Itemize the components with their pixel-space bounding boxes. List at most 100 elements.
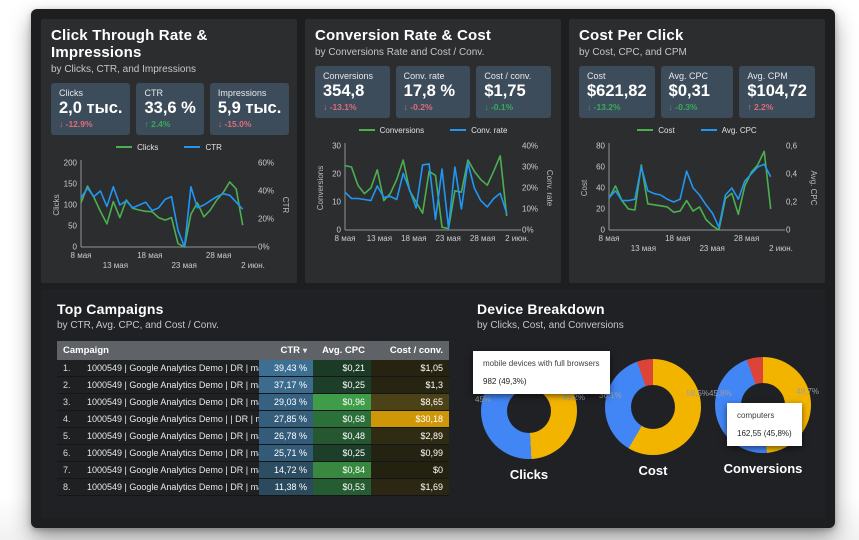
legend-swatch — [358, 129, 375, 131]
svg-text:50: 50 — [68, 222, 77, 231]
legend-swatch — [116, 146, 133, 148]
avg-cpc-value: $0,25 — [313, 444, 371, 462]
svg-text:CTR: CTR — [281, 197, 289, 214]
scorecard-delta: ↓ -0.3% — [669, 102, 726, 112]
scorecard-avg-cpm: Avg. CPM $104,72 ↑ 2.2% — [739, 66, 815, 118]
row-index: 1. — [57, 360, 81, 377]
section-top-campaigns: Top Campaigns by CTR, Avg. CPC, and Cost… — [41, 289, 465, 518]
tooltip-value: 162,55 (45,8%) — [737, 429, 792, 438]
avg-cpc-value: $0,53 — [313, 478, 371, 496]
svg-text:0: 0 — [601, 226, 606, 235]
ctr-value: 11,38 % — [259, 478, 313, 496]
svg-text:Cost: Cost — [580, 179, 589, 196]
scorecard-delta: ↓ -12.9% — [59, 119, 122, 129]
table-row[interactable]: 8. 1000549 | Google Analytics Demo | DR |… — [57, 478, 449, 496]
avg-cpc-value: $0,25 — [313, 376, 371, 394]
delta-value: -0.2% — [410, 102, 433, 112]
donut-hole — [631, 385, 675, 429]
trend-arrow-icon: ↑ — [144, 119, 149, 129]
scorecard-label: Impressions — [217, 88, 267, 98]
scorecard-value: 2,0 тыс. — [59, 99, 123, 117]
table-row[interactable]: 6. 1000549 | Google Analytics Demo | DR |… — [57, 444, 449, 462]
row-index: 3. — [57, 393, 81, 411]
legend-item-conv-rate: Conv. rate — [450, 126, 507, 135]
table-row[interactable]: 5. 1000549 | Google Analytics Demo | DR |… — [57, 427, 449, 445]
svg-text:150: 150 — [64, 180, 78, 189]
scorecard-delta: ↓ -0.1% — [484, 102, 543, 112]
row-index: 4. — [57, 410, 81, 428]
legend-swatch — [450, 129, 467, 131]
avg-cpc-value: $0,96 — [313, 393, 371, 411]
scorecard-delta: ↓ -13.1% — [323, 102, 382, 112]
legend-item-clicks: Clicks — [116, 143, 158, 152]
tooltip-label: mobile devices with full browsers — [483, 359, 600, 368]
svg-text:0,4: 0,4 — [786, 170, 798, 179]
delta-value: -15.0% — [224, 119, 252, 129]
table-row[interactable]: 7. 1000549 | Google Analytics Demo | DR |… — [57, 461, 449, 479]
svg-text:8 мая: 8 мая — [599, 234, 620, 243]
scorecard-label: Avg. CPM — [747, 71, 788, 81]
line-chart-conversions-rate[interactable]: 30 20 10 0 40% 30% 20% 10% 0% 8 мая 13 мая 18 мая 23… — [315, 138, 553, 258]
svg-text:10: 10 — [332, 198, 341, 207]
svg-text:200: 200 — [64, 159, 78, 168]
trend-arrow-icon: ↓ — [587, 102, 592, 112]
svg-text:0: 0 — [337, 226, 342, 235]
svg-text:Conv. rate: Conv. rate — [545, 170, 553, 207]
svg-text:10%: 10% — [522, 205, 538, 214]
scorecard-value: 33,6 % — [144, 99, 196, 117]
svg-text:18 мая: 18 мая — [137, 251, 162, 260]
table-row[interactable]: 2. 1000549 | Google Analytics Demo | DR |… — [57, 376, 449, 394]
scorecard-label: CTR — [144, 88, 163, 98]
table-row[interactable]: 1. 1000549 | Google Analytics Demo | DR |… — [57, 360, 449, 377]
scorecard-label: Conv. rate — [403, 71, 445, 81]
svg-text:0%: 0% — [522, 226, 534, 235]
avg-cpc-value: $0,68 — [313, 410, 371, 428]
donut-ring[interactable] — [605, 359, 701, 455]
column-header-campaign[interactable]: Campaign — [57, 341, 259, 360]
trend-arrow-icon: ↑ — [747, 102, 752, 112]
ctr-value: 29,03 % — [259, 393, 313, 411]
svg-text:30%: 30% — [522, 163, 538, 172]
trend-arrow-icon: ↓ — [403, 102, 408, 112]
column-header-avg-cpc[interactable]: Avg. CPC — [313, 341, 371, 360]
legend-label: Conv. rate — [471, 125, 508, 135]
scorecard-value: $0,31 — [668, 82, 710, 100]
section-title: Cost Per Click — [579, 27, 684, 44]
avg-cpc-value: $0,84 — [313, 461, 371, 479]
line-chart-clicks-ctr[interactable]: 200 150 100 50 0 60% 40% 20% 0% 8 мая 13 мая 18 мая… — [51, 155, 289, 275]
row-index: 6. — [57, 444, 81, 462]
svg-text:30: 30 — [332, 142, 341, 151]
chart-clicks-ctr: Clicks CTR 200 150 100 50 0 60% 40% 20% 0% 8 мая 1… — [51, 141, 289, 275]
table-row[interactable]: 4. 1000549 | Google Analytics Demo | | DR… — [57, 410, 449, 428]
ctr-value: 27,85 % — [259, 410, 313, 428]
donut-chart-cost[interactable]: 36,1% 58,5% Cost — [599, 359, 709, 478]
section-title: Top Campaigns — [57, 301, 164, 317]
scorecard-value: 354,8 — [323, 82, 365, 100]
cost-per-conv-value: $30,18 — [371, 410, 449, 428]
trend-arrow-icon: ↓ — [217, 119, 223, 129]
column-header-ctr[interactable]: CTR ▾ — [259, 341, 313, 360]
ctr-value: 14,72 % — [259, 461, 313, 479]
column-header-cost-conv[interactable]: Cost / conv. — [371, 341, 449, 360]
svg-text:40: 40 — [596, 184, 605, 193]
section-subtitle: by Cost, CPC, and CPM — [579, 47, 687, 58]
svg-text:18 мая: 18 мая — [401, 234, 426, 243]
svg-text:Conversions: Conversions — [316, 166, 325, 210]
campaign-name: 1000549 | Google Analytics Demo | DR | m… — [81, 376, 259, 394]
scorecard-group: Cost $621,82 ↓ -13.2% Avg. CPC $0,31 ↓ -… — [579, 66, 815, 118]
svg-text:40%: 40% — [522, 142, 538, 151]
chart-legend: Conversions Conv. rate — [315, 124, 551, 136]
chart-legend: Cost Avg. CPC — [579, 124, 815, 136]
legend-swatch — [637, 129, 654, 131]
bottom-row: Top Campaigns by CTR, Avg. CPC, and Cost… — [41, 289, 825, 518]
svg-text:0: 0 — [786, 226, 791, 235]
scorecard-avg-cpc: Avg. CPC $0,31 ↓ -0.3% — [660, 66, 734, 118]
legend-label: CTR — [205, 142, 222, 152]
table-row[interactable]: 3. 1000549 | Google Analytics Demo | DR |… — [57, 393, 449, 411]
svg-text:80: 80 — [596, 142, 605, 151]
svg-text:60: 60 — [596, 163, 605, 172]
row-index: 2. — [57, 376, 81, 394]
avg-cpc-value: $0,21 — [313, 360, 371, 377]
